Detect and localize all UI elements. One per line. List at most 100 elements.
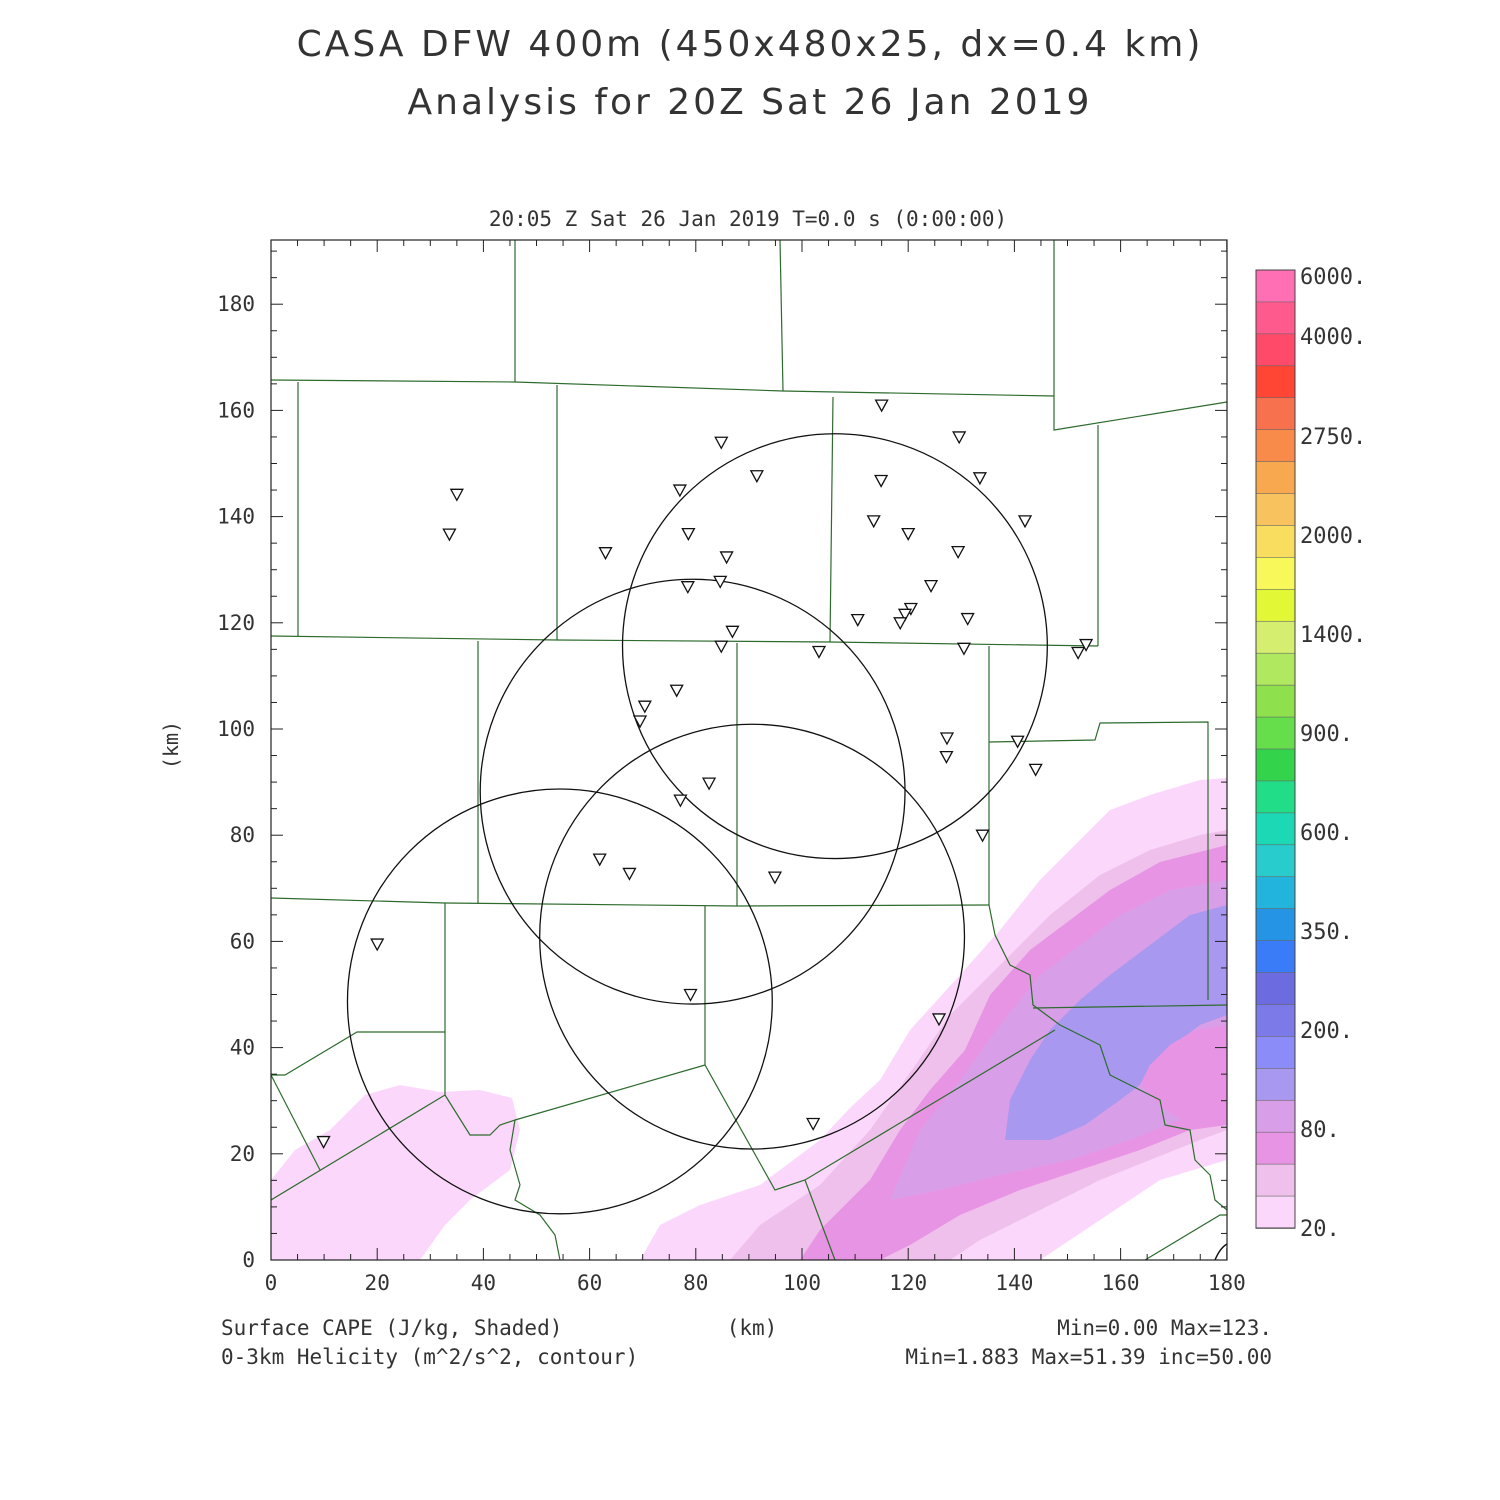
station-marker — [713, 575, 728, 589]
station-marker — [714, 436, 729, 450]
station-marker — [683, 988, 698, 1002]
station-marker — [1010, 735, 1025, 749]
station-marker — [897, 608, 913, 622]
colorbar-label: 350. — [1300, 920, 1353, 945]
colorbar-frame — [1255, 269, 1296, 1229]
y-tick-label: 120 — [217, 611, 255, 635]
station-marker — [592, 853, 607, 867]
station-marker — [672, 484, 687, 498]
station-marker — [893, 617, 908, 631]
colorbar-segment — [1255, 748, 1296, 782]
contour-field-name: 0-3km Helicity (m^2/s^2, contour) — [221, 1345, 638, 1369]
colorbar-segment — [1255, 301, 1296, 335]
station-marker — [749, 470, 764, 484]
shaded-field-name: Surface CAPE (J/kg, Shaded) — [221, 1316, 562, 1340]
colorbar-label: 80. — [1300, 1118, 1340, 1143]
x-tick-label: 180 — [1208, 1271, 1246, 1295]
x-tick-label: 0 — [265, 1271, 278, 1295]
station-marker — [714, 640, 729, 654]
colorbar-segment — [1255, 1195, 1296, 1229]
station-marker — [931, 1013, 947, 1027]
valid-time-label: 20:05 Z Sat 26 Jan 2019 T=0.0 s (0:00:00… — [489, 207, 1007, 231]
colorbar-segment — [1255, 397, 1296, 431]
colorbar-segment — [1255, 908, 1296, 942]
colorbar-segment — [1255, 1131, 1296, 1165]
station-marker — [725, 625, 740, 639]
y-tick-label: 0 — [242, 1248, 255, 1272]
colorbar-segment — [1255, 493, 1296, 527]
colorbar-segment — [1255, 812, 1296, 846]
colorbar-segment — [1255, 876, 1296, 910]
x-tick-label: 20 — [365, 1271, 390, 1295]
cape-band-120 — [1005, 905, 1227, 1140]
colorbar-label: 6000. — [1300, 265, 1366, 290]
station-marker — [1078, 638, 1094, 652]
colorbar-segment — [1255, 844, 1296, 878]
station-marker — [681, 527, 696, 541]
station-marker — [975, 829, 990, 843]
station-marker — [442, 528, 457, 542]
colorbar-segment — [1255, 557, 1296, 591]
station-marker — [939, 750, 954, 764]
colorbar-segment — [1255, 940, 1296, 974]
station-marker — [1071, 646, 1086, 660]
station-marker — [866, 515, 881, 529]
station-marker — [952, 431, 967, 445]
station-marker — [370, 938, 385, 952]
station-marker — [806, 1117, 821, 1131]
colorbar-label: 2750. — [1300, 425, 1366, 450]
cape-band-80-inner — [1140, 1025, 1227, 1125]
cape-shading — [271, 778, 1227, 1260]
colorbar-label: 600. — [1300, 821, 1353, 846]
station-marker — [811, 645, 827, 659]
x-tick-label: 160 — [1102, 1271, 1140, 1295]
radar-ring — [621, 433, 1048, 860]
station-marker — [719, 551, 734, 565]
station-marker — [1017, 515, 1033, 529]
x-tick-label: 80 — [683, 1271, 708, 1295]
x-tick-label: 60 — [577, 1271, 602, 1295]
colorbar-segment — [1255, 365, 1296, 399]
colorbar-segment — [1255, 269, 1296, 303]
colorbar-label: 4000. — [1300, 325, 1366, 350]
station-marker — [901, 527, 916, 541]
station-marker — [632, 715, 648, 729]
cape-band-20c — [1040, 1160, 1227, 1260]
y-tick-label: 20 — [230, 1142, 255, 1166]
station-marker — [951, 545, 966, 560]
station-marker — [874, 474, 889, 488]
cape-band-20 — [271, 1085, 520, 1260]
station-marker — [673, 794, 688, 808]
station-marker — [1028, 763, 1043, 777]
station-marker — [972, 472, 987, 486]
chart-subtitle: Analysis for 20Z Sat 26 Jan 2019 — [407, 82, 1093, 123]
station-marker — [637, 700, 652, 714]
colorbar-segment — [1255, 684, 1296, 718]
colorbar-label: 2000. — [1300, 524, 1366, 549]
x-tick-label: 140 — [995, 1271, 1033, 1295]
colorbar-segment — [1255, 525, 1296, 559]
colorbar: 6000. 4000. 2750. 2000. 1400. 900. 600. 350. 200… — [1255, 265, 1366, 1242]
shaded-field-stats: Min=0.00 Max=123. — [1057, 1316, 1272, 1340]
colorbar-segment — [1255, 1163, 1296, 1197]
colorbar-segment — [1255, 716, 1296, 750]
station-marker — [680, 581, 695, 595]
station-marker — [622, 867, 637, 881]
station-marker — [316, 1135, 331, 1149]
colorbar-segment — [1255, 429, 1296, 463]
colorbar-segment — [1255, 1099, 1296, 1134]
colorbar-segment — [1255, 652, 1296, 686]
colorbar-label: 20. — [1300, 1217, 1340, 1242]
colorbar-segment — [1255, 1068, 1296, 1102]
colorbar-label: 900. — [1300, 722, 1353, 747]
colorbar-segment — [1255, 333, 1296, 367]
station-marker — [701, 777, 717, 791]
station-marker — [956, 642, 972, 656]
county-boundaries — [271, 240, 1227, 1260]
x-axis-label: (km) — [727, 1316, 778, 1340]
x-tick-label: 40 — [471, 1271, 496, 1295]
radar-ring — [479, 578, 906, 1005]
y-tick-label: 40 — [230, 1036, 255, 1060]
radar-ring — [346, 788, 773, 1215]
